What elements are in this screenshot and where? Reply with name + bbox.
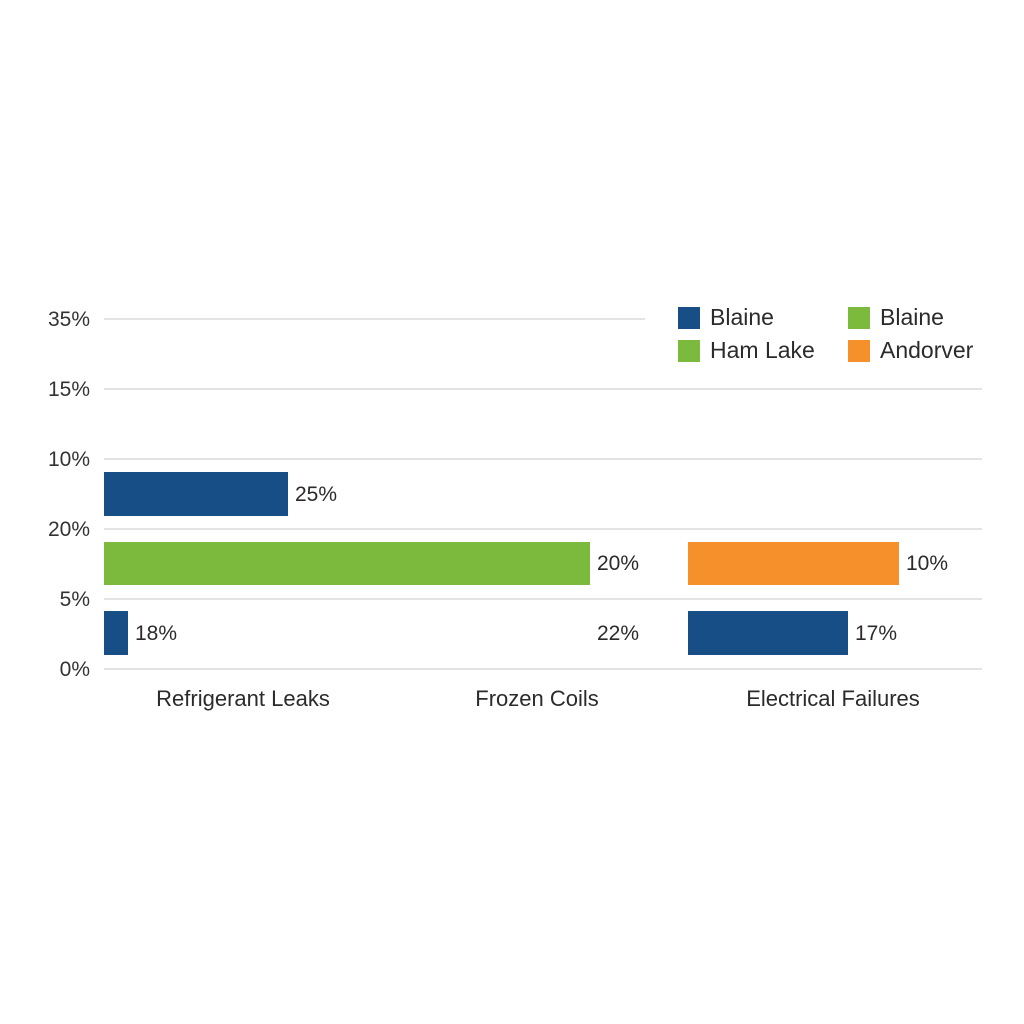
legend-item: Blaine — [848, 304, 944, 331]
bar-value-label: 17% — [855, 622, 898, 645]
legend-label: Ham Lake — [710, 337, 815, 363]
legend-swatch-blue — [678, 306, 700, 329]
bar-value-label: 10% — [906, 552, 949, 575]
bar-value-label: 25% — [295, 483, 338, 506]
y-tick: 5% — [59, 588, 90, 611]
gridline-35 — [104, 318, 645, 320]
x-label-refrigerant-leaks: Refrigerant Leaks — [156, 686, 330, 711]
gridline-15 — [104, 388, 982, 390]
bar-electrical-blaine — [688, 611, 848, 655]
y-tick: 0% — [59, 658, 90, 681]
bar-value-label: 20% — [597, 552, 640, 575]
y-tick: 20% — [47, 518, 90, 541]
legend-label: Blaine — [880, 304, 944, 330]
bar-electrical-andorver — [688, 542, 899, 585]
legend-swatch-green — [678, 339, 700, 362]
bar-value-label: 18% — [135, 622, 178, 645]
gridline-5 — [104, 598, 982, 600]
y-tick: 15% — [47, 378, 90, 401]
y-tick: 10% — [47, 448, 90, 471]
x-label-electrical-failures: Electrical Failures — [746, 686, 920, 711]
legend-swatch-orange — [848, 339, 870, 362]
x-label-frozen-coils: Frozen Coils — [475, 686, 599, 711]
legend-item: Ham Lake — [678, 337, 815, 364]
legend-item: Andorver — [848, 337, 973, 364]
y-tick: 35% — [47, 308, 90, 331]
bar-refrigerant-ham-lake — [104, 542, 590, 585]
gridline-10 — [104, 458, 982, 460]
legend-swatch-green — [848, 306, 870, 329]
legend-label: Blaine — [710, 304, 774, 330]
bar-refrigerant-blaine-2 — [104, 611, 128, 655]
bar-refrigerant-blaine-1 — [104, 472, 288, 516]
legend-label: Andorver — [880, 337, 974, 363]
legend-item: Blaine — [678, 304, 774, 331]
gridline-0 — [104, 668, 982, 670]
bar-value-label: 22% — [597, 622, 640, 645]
gridline-20 — [104, 528, 982, 530]
